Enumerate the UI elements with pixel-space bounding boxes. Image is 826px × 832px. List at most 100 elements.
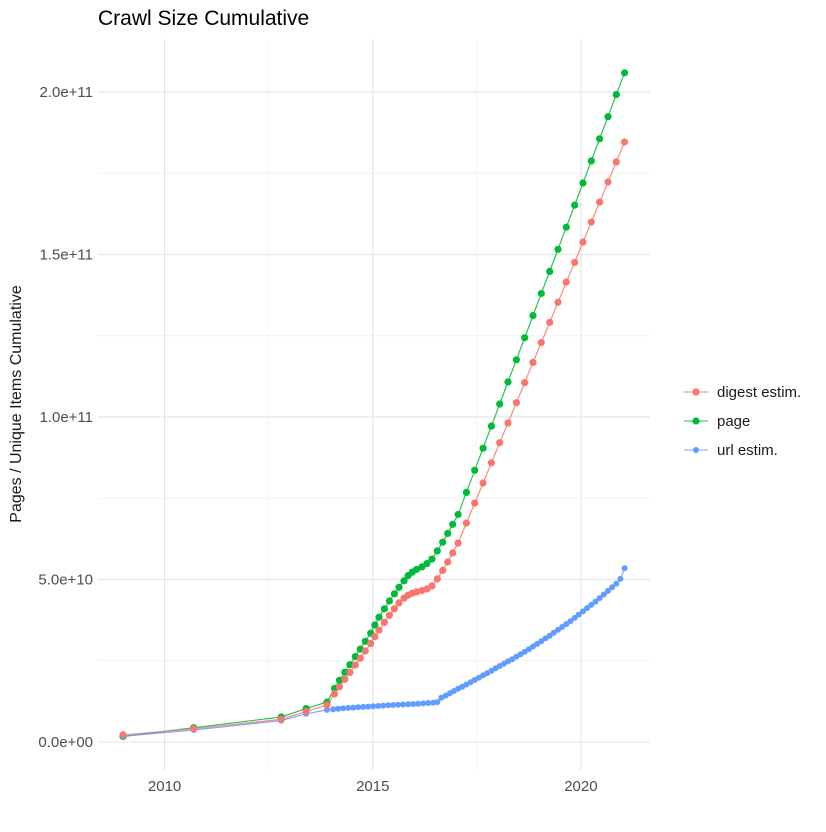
legend-item-digest-estim: digest estim. xyxy=(684,384,801,401)
legend-key-point xyxy=(693,447,699,453)
data-point xyxy=(550,629,557,636)
data-point xyxy=(385,597,393,605)
data-point xyxy=(579,238,587,246)
data-point xyxy=(621,69,629,77)
data-point xyxy=(385,702,392,709)
data-point xyxy=(335,683,343,691)
y-tick-label: 2.0e+11 xyxy=(39,84,93,101)
data-point xyxy=(587,218,595,226)
series-line-url-estim xyxy=(122,567,626,737)
series-url-estim xyxy=(120,565,628,740)
data-point xyxy=(360,703,367,710)
data-point xyxy=(571,614,578,621)
data-point xyxy=(330,706,337,713)
data-point xyxy=(380,702,387,709)
data-point xyxy=(596,198,604,206)
data-point xyxy=(529,312,537,320)
data-point xyxy=(324,706,330,713)
data-point xyxy=(571,201,579,209)
data-point xyxy=(351,661,359,669)
data-point xyxy=(439,538,447,546)
data-point xyxy=(512,399,521,407)
data-point xyxy=(410,701,417,707)
data-point xyxy=(504,419,512,427)
data-point xyxy=(479,444,487,452)
data-point xyxy=(434,699,441,706)
legend-label-digest-estim: digest estim. xyxy=(717,384,801,401)
data-point xyxy=(521,334,529,342)
data-point xyxy=(612,91,620,99)
data-point xyxy=(400,577,408,585)
data-point xyxy=(596,595,603,602)
data-point xyxy=(567,618,574,625)
data-point xyxy=(504,378,512,386)
data-point xyxy=(433,575,441,583)
data-point xyxy=(462,519,470,527)
legend-key-point xyxy=(692,417,700,425)
data-point xyxy=(423,560,431,568)
data-point xyxy=(487,422,495,430)
minor-gridlines xyxy=(98,39,650,770)
data-point xyxy=(400,701,407,708)
data-point xyxy=(592,598,599,605)
data-point xyxy=(361,637,369,645)
data-point xyxy=(617,575,624,582)
data-point xyxy=(425,700,432,706)
chart-title: Crawl Size Cumulative xyxy=(98,7,309,30)
data-point xyxy=(580,608,586,615)
data-point xyxy=(412,565,421,574)
data-point xyxy=(562,223,570,231)
axis-tick-labels: 2010 2015 2020 0.0e+00 5.0e+10 1.0e+11 1.5e+11… xyxy=(38,84,597,795)
data-point xyxy=(575,611,582,618)
data-point xyxy=(190,725,198,733)
data-point xyxy=(380,605,388,613)
data-point xyxy=(538,638,545,645)
data-point xyxy=(529,358,537,366)
data-point xyxy=(390,590,398,598)
data-point xyxy=(512,356,521,364)
data-point xyxy=(571,258,579,266)
legend-key-point xyxy=(692,388,700,396)
data-point xyxy=(454,539,462,547)
data-point xyxy=(335,705,342,712)
data-point xyxy=(604,113,612,121)
series-line-digest-estim xyxy=(122,141,626,736)
data-point xyxy=(356,654,364,662)
data-point xyxy=(554,298,562,306)
data-point xyxy=(609,584,616,591)
data-point xyxy=(444,529,452,538)
y-tick-label: 0.0e+00 xyxy=(38,734,93,751)
data-point xyxy=(588,601,595,608)
data-point xyxy=(390,605,398,613)
y-tick-label: 1.5e+11 xyxy=(39,246,93,263)
data-point xyxy=(444,558,452,566)
data-point xyxy=(323,701,331,709)
data-point xyxy=(554,245,562,253)
data-point xyxy=(579,179,587,187)
data-point xyxy=(621,138,629,146)
data-point xyxy=(555,626,561,633)
data-point xyxy=(537,339,545,347)
data-point xyxy=(119,731,127,739)
data-point xyxy=(604,178,612,186)
data-point xyxy=(612,158,620,166)
data-point xyxy=(346,661,354,669)
data-point xyxy=(496,439,504,447)
data-point xyxy=(346,668,354,677)
data-point xyxy=(340,705,347,712)
data-point xyxy=(449,520,457,528)
data-point xyxy=(428,555,436,563)
data-point xyxy=(395,701,402,708)
data-point xyxy=(546,267,554,275)
data-point xyxy=(415,700,422,707)
data-point xyxy=(454,510,462,519)
data-point xyxy=(412,588,421,596)
data-point xyxy=(395,583,403,591)
data-point xyxy=(375,703,382,709)
data-point xyxy=(405,701,412,708)
data-point xyxy=(375,626,383,634)
legend-label-url-estim: url estim. xyxy=(717,442,778,459)
data-point xyxy=(361,647,369,655)
legend-item-url-estim: url estim. xyxy=(684,442,778,459)
